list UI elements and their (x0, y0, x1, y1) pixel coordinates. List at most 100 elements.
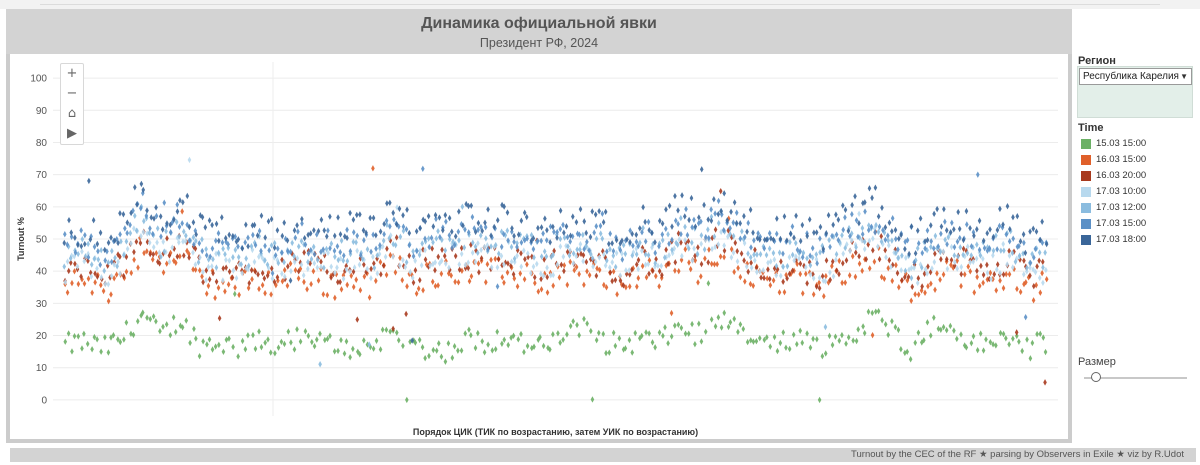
data-point[interactable] (548, 346, 552, 353)
data-point[interactable] (493, 241, 498, 249)
data-point[interactable] (680, 192, 684, 199)
data-point[interactable] (266, 269, 271, 276)
data-point[interactable] (486, 206, 490, 213)
data-point[interactable] (500, 340, 504, 347)
data-point[interactable] (702, 201, 706, 209)
data-point[interactable] (696, 220, 701, 227)
data-point[interactable] (1028, 355, 1033, 362)
data-point[interactable] (849, 237, 854, 244)
data-point[interactable] (748, 337, 753, 344)
data-point[interactable] (581, 231, 585, 239)
data-point[interactable] (147, 239, 152, 246)
data-point[interactable] (935, 205, 939, 213)
data-point[interactable] (790, 223, 795, 230)
data-point[interactable] (975, 273, 979, 281)
data-point[interactable] (239, 261, 244, 268)
data-point[interactable] (124, 268, 129, 275)
data-point[interactable] (946, 233, 951, 241)
data-point[interactable] (766, 259, 770, 266)
data-point[interactable] (979, 262, 983, 270)
data-point[interactable] (1017, 338, 1021, 345)
data-point[interactable] (535, 237, 540, 245)
data-point[interactable] (462, 244, 467, 251)
data-point[interactable] (926, 283, 930, 290)
data-point[interactable] (961, 236, 966, 244)
data-point[interactable] (392, 216, 396, 223)
data-point[interactable] (457, 208, 461, 215)
data-point[interactable] (73, 249, 78, 256)
data-point[interactable] (173, 259, 178, 266)
data-point[interactable] (273, 350, 277, 357)
data-point[interactable] (811, 271, 815, 278)
data-point[interactable] (451, 238, 455, 245)
data-point[interactable] (857, 220, 861, 227)
data-point[interactable] (941, 323, 946, 331)
data-point[interactable] (388, 328, 392, 335)
data-point[interactable] (511, 271, 516, 278)
data-point[interactable] (423, 218, 428, 225)
data-point[interactable] (718, 187, 723, 195)
data-point[interactable] (793, 239, 798, 247)
data-point[interactable] (994, 287, 999, 294)
data-point[interactable] (132, 248, 136, 256)
data-point[interactable] (657, 243, 661, 250)
data-point[interactable] (197, 267, 202, 274)
data-point[interactable] (881, 226, 885, 234)
data-point[interactable] (452, 241, 457, 249)
data-point[interactable] (725, 217, 730, 224)
data-point[interactable] (558, 243, 563, 250)
data-point[interactable] (436, 282, 440, 289)
data-point[interactable] (716, 219, 721, 227)
data-point[interactable] (298, 338, 303, 345)
data-point[interactable] (145, 248, 149, 255)
data-point[interactable] (828, 243, 832, 251)
data-point[interactable] (633, 329, 638, 337)
data-point[interactable] (140, 309, 145, 316)
data-point[interactable] (673, 192, 677, 200)
data-point[interactable] (614, 236, 619, 244)
data-point[interactable] (191, 266, 195, 273)
data-point[interactable] (965, 243, 970, 250)
data-point[interactable] (404, 226, 409, 233)
data-point[interactable] (1022, 239, 1026, 247)
data-point[interactable] (433, 211, 438, 219)
data-point[interactable] (607, 349, 612, 356)
data-point[interactable] (1001, 284, 1006, 292)
data-point[interactable] (541, 230, 545, 237)
data-point[interactable] (989, 275, 993, 283)
data-point[interactable] (821, 245, 826, 253)
data-point[interactable] (371, 231, 375, 238)
data-point[interactable] (171, 314, 176, 321)
data-point[interactable] (835, 267, 839, 274)
data-point[interactable] (683, 223, 687, 231)
data-point[interactable] (357, 261, 362, 268)
data-point[interactable] (240, 245, 245, 252)
data-point[interactable] (660, 236, 665, 244)
data-point[interactable] (877, 255, 882, 263)
data-point[interactable] (280, 270, 284, 277)
data-point[interactable] (565, 281, 570, 289)
data-point[interactable] (703, 255, 707, 262)
data-point[interactable] (180, 208, 184, 215)
data-point[interactable] (890, 215, 895, 222)
data-point[interactable] (260, 254, 265, 262)
data-point[interactable] (722, 242, 726, 249)
data-point[interactable] (666, 260, 670, 267)
data-point[interactable] (628, 227, 632, 234)
data-point[interactable] (1015, 213, 1020, 220)
data-point[interactable] (841, 226, 846, 234)
data-point[interactable] (964, 247, 969, 255)
data-point[interactable] (977, 217, 982, 224)
data-point[interactable] (385, 245, 389, 252)
data-point[interactable] (787, 253, 792, 261)
data-point[interactable] (244, 265, 248, 272)
data-point[interactable] (311, 243, 316, 251)
data-point[interactable] (1044, 276, 1049, 283)
data-point[interactable] (124, 319, 129, 326)
data-point[interactable] (180, 220, 184, 227)
data-point[interactable] (193, 266, 198, 273)
data-point[interactable] (998, 329, 1003, 337)
data-point[interactable] (161, 323, 165, 330)
data-point[interactable] (110, 247, 114, 255)
data-point[interactable] (309, 255, 314, 263)
